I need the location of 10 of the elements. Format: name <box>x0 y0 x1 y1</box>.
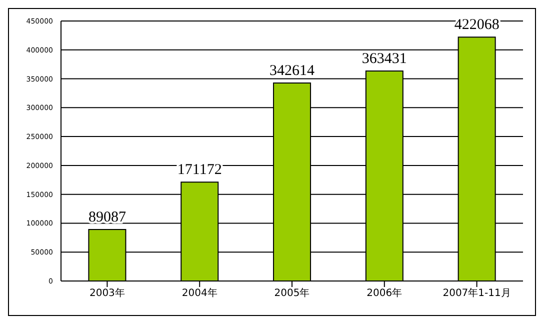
x-tick-label: 2006年 <box>366 287 402 300</box>
data-label: 171172 <box>177 162 222 178</box>
data-label: 422068 <box>454 17 500 34</box>
data-label: 342614 <box>270 63 316 80</box>
data-label: 89087 <box>88 210 126 226</box>
data-label: 363431 <box>362 51 407 68</box>
x-tick-label: 2004年 <box>182 287 218 300</box>
x-tick-label: 2005年 <box>274 287 310 300</box>
x-tick-label: 2007年1-11月 <box>442 287 511 300</box>
x-tick-label: 2003年 <box>89 287 125 300</box>
